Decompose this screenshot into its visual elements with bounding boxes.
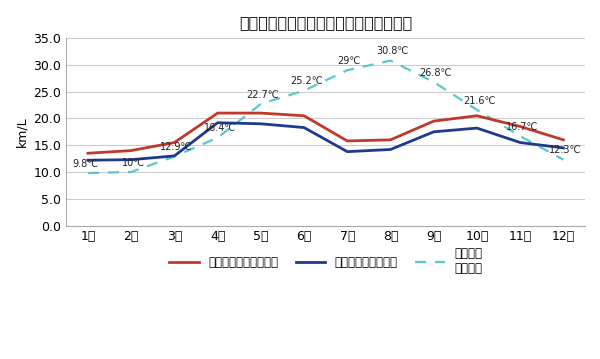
タント（ガソリン車） (301, 113, 308, 118)
平均気温
（東京） (128, 170, 135, 174)
タント（ターボ車） (171, 154, 178, 158)
Text: 26.8℃: 26.8℃ (419, 68, 452, 78)
平均気温
（東京） (473, 108, 481, 112)
Text: 12.9℃: 12.9℃ (160, 142, 193, 152)
Text: 16.7℃: 16.7℃ (506, 122, 539, 132)
タント（ガソリン車） (560, 138, 567, 142)
Text: 12.3℃: 12.3℃ (549, 145, 582, 155)
平均気温
（東京） (257, 102, 265, 106)
Text: 21.6℃: 21.6℃ (463, 95, 496, 106)
Y-axis label: km/L: km/L (15, 117, 28, 147)
平均気温
（東京） (517, 134, 524, 138)
Text: 29℃: 29℃ (338, 56, 361, 66)
タント（ガソリン車） (214, 111, 221, 115)
Text: 22.7℃: 22.7℃ (247, 90, 280, 100)
平均気温
（東京） (301, 88, 308, 93)
タント（ガソリン車） (171, 140, 178, 145)
タント（ターボ車） (473, 126, 481, 130)
タント（ガソリン車） (344, 139, 351, 143)
Text: 30.8℃: 30.8℃ (376, 46, 409, 56)
タント（ターボ車） (257, 122, 265, 126)
タント（ガソリン車） (517, 124, 524, 129)
タント（ガソリン車） (387, 138, 394, 142)
タント（ターボ車） (85, 158, 92, 162)
タント（ターボ車） (214, 121, 221, 125)
平均気温
（東京） (387, 59, 394, 63)
Line: タント（ターボ車）: タント（ターボ車） (88, 123, 563, 160)
タント（ターボ車） (128, 158, 135, 162)
Line: 平均気温
（東京）: 平均気温 （東京） (88, 61, 563, 173)
平均気温
（東京） (430, 80, 437, 84)
平均気温
（東京） (85, 171, 92, 175)
タント（ガソリン車） (430, 119, 437, 123)
Text: 25.2℃: 25.2℃ (290, 76, 323, 86)
タント（ターボ車） (560, 146, 567, 150)
Text: 16.4℃: 16.4℃ (203, 123, 236, 134)
タント（ガソリン車） (257, 111, 265, 115)
平均気温
（東京） (344, 68, 351, 73)
Legend: タント（ガソリン車）, タント（ターボ車）, 平均気温
（東京）: タント（ガソリン車）, タント（ターボ車）, 平均気温 （東京） (164, 242, 487, 280)
タント（ガソリン車） (85, 151, 92, 155)
Text: 10℃: 10℃ (122, 158, 145, 168)
平均気温
（東京） (560, 158, 567, 162)
タント（ターボ車） (430, 130, 437, 134)
Title: タントのガソリン車とターボ車の実燃費: タントのガソリン車とターボ車の実燃費 (239, 15, 412, 30)
平均気温
（東京） (171, 154, 178, 159)
Line: タント（ガソリン車）: タント（ガソリン車） (88, 113, 563, 153)
タント（ガソリン車） (473, 113, 481, 118)
平均気温
（東京） (214, 136, 221, 140)
タント（ターボ車） (344, 149, 351, 154)
タント（ターボ車） (517, 140, 524, 145)
Text: 9.8℃: 9.8℃ (73, 159, 99, 169)
タント（ターボ車） (301, 125, 308, 130)
タント（ガソリン車） (128, 148, 135, 153)
タント（ターボ車） (387, 147, 394, 151)
